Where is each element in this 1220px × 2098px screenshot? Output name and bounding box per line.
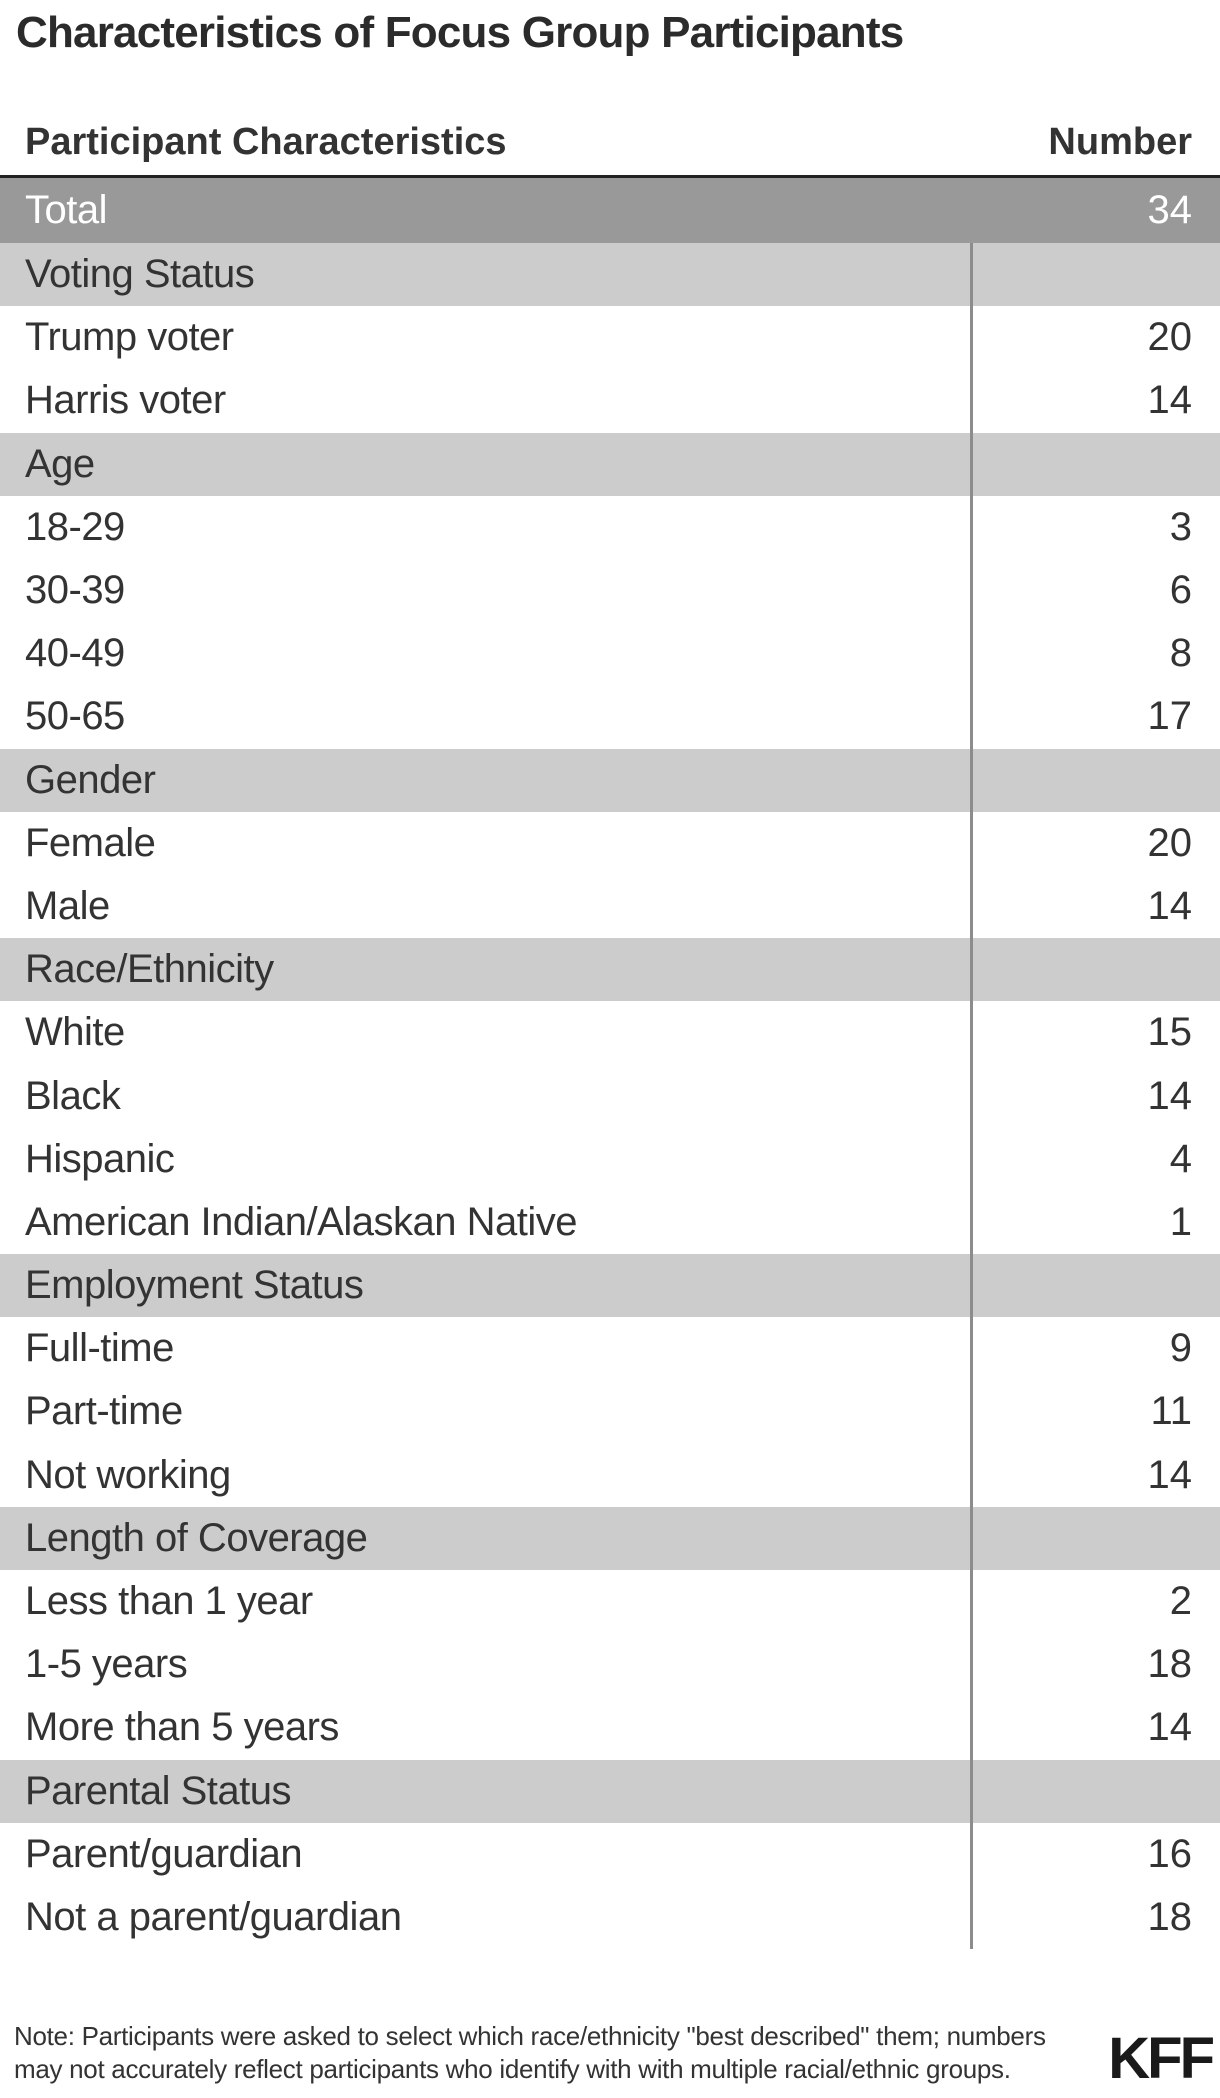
table-row: White 15 xyxy=(0,1001,1220,1065)
row-label: Gender xyxy=(25,757,156,802)
section-header-row: Parental Status xyxy=(0,1759,1220,1823)
table-row: Part-time 11 xyxy=(0,1380,1220,1444)
table-row: Harris voter 14 xyxy=(0,369,1220,433)
total-row: Total 34 xyxy=(0,178,1220,243)
row-value: 3 xyxy=(1169,504,1192,549)
table-row: Not a parent/guardian 18 xyxy=(0,1885,1220,1950)
row-label: More than 5 years xyxy=(25,1705,339,1750)
row-label: Harris voter xyxy=(25,378,226,423)
table-row: 1-5 years 18 xyxy=(0,1633,1220,1697)
row-label: Voting Status xyxy=(25,252,255,297)
row-label: American Indian/Alaskan Native xyxy=(25,1199,577,1244)
row-value: 2 xyxy=(1169,1579,1192,1624)
section-header-row: Race/Ethnicity xyxy=(0,938,1220,1002)
row-value: 14 xyxy=(1147,1073,1193,1118)
row-label: Male xyxy=(25,883,110,928)
figure-title: Characteristics of Focus Group Participa… xyxy=(16,8,904,57)
col-header-number: Number xyxy=(1048,121,1192,163)
row-label: Not working xyxy=(25,1452,231,1497)
row-label: Trump voter xyxy=(25,315,234,360)
section-header-row: Age xyxy=(0,432,1220,496)
table-header-row: Participant Characteristics Number xyxy=(0,110,1220,178)
row-value: 15 xyxy=(1147,1010,1193,1055)
row-label: Female xyxy=(25,820,156,865)
row-value: 18 xyxy=(1147,1642,1193,1687)
kff-logo: KFF xyxy=(1108,2026,1215,2091)
table-row: 18-29 3 xyxy=(0,495,1220,559)
row-value: 11 xyxy=(1150,1389,1192,1434)
row-label: Length of Coverage xyxy=(25,1515,368,1560)
row-value: 9 xyxy=(1169,1326,1192,1371)
table-row: Full-time 9 xyxy=(0,1317,1220,1381)
table-row: Less than 1 year 2 xyxy=(0,1569,1220,1634)
table-row: Male 14 xyxy=(0,874,1220,939)
footnote-line-2: may not accurately reflect participants … xyxy=(14,2054,1011,2084)
row-label: White xyxy=(25,1010,125,1055)
row-label: Hispanic xyxy=(25,1136,175,1181)
row-value: 14 xyxy=(1147,1452,1193,1497)
row-value: 20 xyxy=(1147,315,1193,360)
row-value: 18 xyxy=(1147,1894,1193,1939)
row-value: 4 xyxy=(1169,1136,1192,1181)
column-divider-line xyxy=(970,243,973,1949)
row-label: Parental Status xyxy=(25,1768,292,1813)
col-header-characteristics: Participant Characteristics xyxy=(25,121,507,163)
row-label: 30-39 xyxy=(25,568,125,613)
table-row: 30-39 6 xyxy=(0,558,1220,623)
row-value: 6 xyxy=(1169,568,1192,613)
table-row: American Indian/Alaskan Native 1 xyxy=(0,1190,1220,1254)
table-row: Trump voter 20 xyxy=(0,306,1220,370)
row-label: 40-49 xyxy=(25,631,125,676)
section-header-row: Gender xyxy=(0,748,1220,812)
table-row: Not working 14 xyxy=(0,1443,1220,1507)
row-value: 8 xyxy=(1169,631,1192,676)
row-value: 14 xyxy=(1147,378,1193,423)
row-value: 14 xyxy=(1147,1705,1193,1750)
footnote-line-1: Note: Participants were asked to select … xyxy=(14,2021,1046,2051)
section-header-row: Employment Status xyxy=(0,1254,1220,1318)
table-row: More than 5 years 14 xyxy=(0,1696,1220,1760)
section-header-row: Voting Status xyxy=(0,243,1220,307)
row-label: Black xyxy=(25,1073,121,1118)
total-row-value: 34 xyxy=(1147,188,1193,232)
table-row: 50-65 17 xyxy=(0,685,1220,749)
row-value: 17 xyxy=(1147,694,1193,739)
footnote: Note: Participants were asked to select … xyxy=(14,2020,1046,2086)
row-label: Part-time xyxy=(25,1389,183,1434)
row-label: 1-5 years xyxy=(25,1642,188,1687)
row-value: 1 xyxy=(1169,1199,1192,1244)
table-row: Female 20 xyxy=(0,811,1220,875)
row-label: Less than 1 year xyxy=(25,1579,313,1624)
table-row: Parent/guardian 16 xyxy=(0,1822,1220,1886)
total-row-label: Total xyxy=(25,188,108,232)
row-label: 18-29 xyxy=(25,504,125,549)
table-row: 40-49 8 xyxy=(0,622,1220,686)
row-label: 50-65 xyxy=(25,694,125,739)
table-row: Hispanic 4 xyxy=(0,1127,1220,1191)
row-value: 16 xyxy=(1147,1831,1193,1876)
row-label: Parent/guardian xyxy=(25,1831,303,1876)
table-row: Black 14 xyxy=(0,1064,1220,1128)
section-header-row: Length of Coverage xyxy=(0,1506,1220,1570)
row-value: 14 xyxy=(1147,883,1193,928)
table-body: Total 34 Voting Status Trump voter 20 Harri… xyxy=(0,178,1220,1950)
row-label: Full-time xyxy=(25,1326,174,1371)
row-label: Age xyxy=(25,441,95,486)
row-label: Not a parent/guardian xyxy=(25,1894,402,1939)
row-label: Employment Status xyxy=(25,1263,364,1308)
row-label: Race/Ethnicity xyxy=(25,947,274,992)
row-value: 20 xyxy=(1147,820,1193,865)
